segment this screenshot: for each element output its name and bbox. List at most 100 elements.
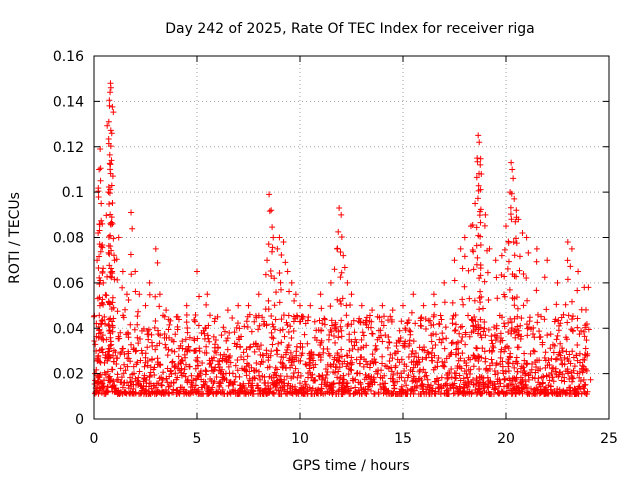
data-point bbox=[293, 343, 300, 350]
data-point bbox=[241, 323, 248, 330]
data-point bbox=[144, 344, 151, 351]
data-point bbox=[119, 312, 126, 319]
data-point bbox=[220, 324, 227, 331]
data-point bbox=[245, 302, 252, 309]
data-point bbox=[94, 380, 101, 387]
data-point bbox=[253, 360, 260, 367]
data-point bbox=[509, 381, 516, 388]
data-point bbox=[106, 190, 113, 197]
data-point bbox=[477, 324, 484, 331]
data-point bbox=[109, 366, 116, 373]
data-point bbox=[459, 265, 466, 272]
data-point bbox=[96, 326, 103, 333]
data-point bbox=[201, 330, 208, 337]
data-point bbox=[262, 271, 269, 278]
data-point bbox=[550, 349, 557, 356]
data-point bbox=[481, 278, 488, 285]
data-point bbox=[557, 352, 564, 359]
data-point bbox=[471, 297, 478, 304]
data-point bbox=[372, 342, 379, 349]
data-point bbox=[477, 242, 484, 249]
data-point bbox=[379, 302, 386, 309]
data-point bbox=[379, 360, 386, 367]
data-point bbox=[566, 351, 573, 358]
data-point bbox=[583, 337, 590, 344]
data-point bbox=[111, 276, 118, 283]
data-point bbox=[131, 326, 138, 333]
data-point bbox=[567, 387, 574, 394]
data-point bbox=[123, 291, 130, 298]
data-point bbox=[301, 331, 308, 338]
data-point bbox=[95, 354, 102, 361]
data-point bbox=[364, 361, 371, 368]
data-point bbox=[334, 350, 341, 357]
y-tick-label: 0.12 bbox=[53, 140, 84, 156]
data-point bbox=[339, 295, 346, 302]
data-point bbox=[542, 349, 549, 356]
data-point bbox=[278, 379, 285, 386]
data-point bbox=[459, 296, 466, 303]
data-point bbox=[99, 346, 106, 353]
data-point bbox=[305, 314, 312, 321]
data-point bbox=[394, 348, 401, 355]
data-point bbox=[146, 373, 153, 380]
data-point bbox=[284, 346, 291, 353]
data-point bbox=[587, 376, 594, 383]
data-point bbox=[422, 326, 429, 333]
data-point bbox=[162, 386, 169, 393]
data-point bbox=[167, 317, 174, 324]
data-point bbox=[105, 184, 112, 191]
data-point bbox=[117, 365, 124, 372]
data-point bbox=[281, 386, 288, 393]
data-point bbox=[547, 383, 554, 390]
data-point bbox=[492, 257, 499, 264]
data-point bbox=[108, 341, 115, 348]
data-point bbox=[246, 344, 253, 351]
y-tick-label: 0.08 bbox=[53, 231, 84, 247]
data-point bbox=[257, 342, 264, 349]
chart-title: Day 242 of 2025, Rate Of TEC Index for r… bbox=[165, 21, 534, 37]
data-point bbox=[278, 391, 285, 398]
data-point bbox=[118, 349, 125, 356]
data-point bbox=[420, 302, 427, 309]
data-point bbox=[263, 321, 270, 328]
data-point bbox=[318, 376, 325, 383]
y-tick-label: 0.1 bbox=[62, 185, 84, 201]
data-point bbox=[470, 352, 477, 359]
data-point bbox=[117, 329, 124, 336]
data-point bbox=[524, 360, 531, 367]
data-point bbox=[466, 371, 473, 378]
data-point bbox=[97, 165, 104, 172]
data-point bbox=[265, 306, 272, 313]
data-point bbox=[289, 383, 296, 390]
data-point bbox=[179, 357, 186, 364]
data-point bbox=[456, 383, 463, 390]
data-point bbox=[271, 275, 278, 282]
data-point bbox=[292, 365, 299, 372]
data-point bbox=[152, 317, 159, 324]
data-point bbox=[564, 276, 571, 283]
data-point bbox=[477, 379, 484, 386]
x-axis-label: GPS time / hours bbox=[292, 458, 409, 474]
data-point bbox=[276, 234, 283, 241]
data-point bbox=[322, 365, 329, 372]
data-point bbox=[525, 249, 532, 256]
data-point bbox=[468, 389, 475, 396]
data-point bbox=[280, 354, 287, 361]
data-point bbox=[125, 355, 132, 362]
data-point bbox=[183, 348, 190, 355]
data-point bbox=[117, 379, 124, 386]
data-point bbox=[286, 288, 293, 295]
data-point bbox=[109, 324, 116, 331]
data-point bbox=[477, 299, 484, 306]
data-point bbox=[514, 323, 521, 330]
data-point bbox=[128, 378, 135, 385]
data-point bbox=[100, 279, 107, 286]
data-point bbox=[165, 326, 172, 333]
data-point bbox=[181, 366, 188, 373]
data-point bbox=[494, 369, 501, 376]
data-point bbox=[288, 279, 295, 286]
data-point bbox=[351, 329, 358, 336]
data-point bbox=[99, 316, 106, 323]
data-point bbox=[164, 379, 171, 386]
